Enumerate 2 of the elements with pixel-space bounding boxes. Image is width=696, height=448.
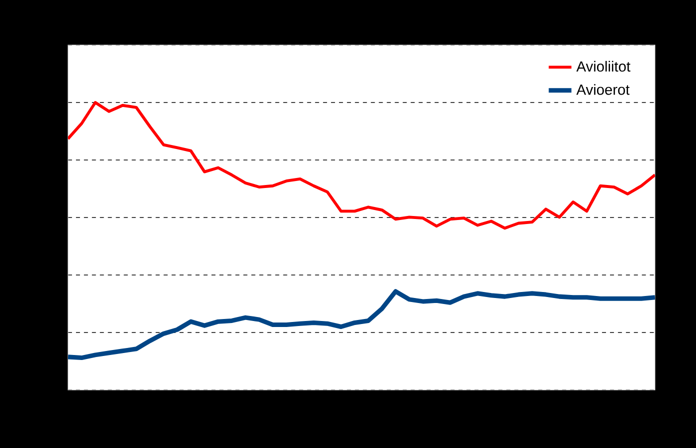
legend-label: Avioliitot (576, 60, 630, 72)
legend-label: Avioerot (576, 84, 630, 95)
